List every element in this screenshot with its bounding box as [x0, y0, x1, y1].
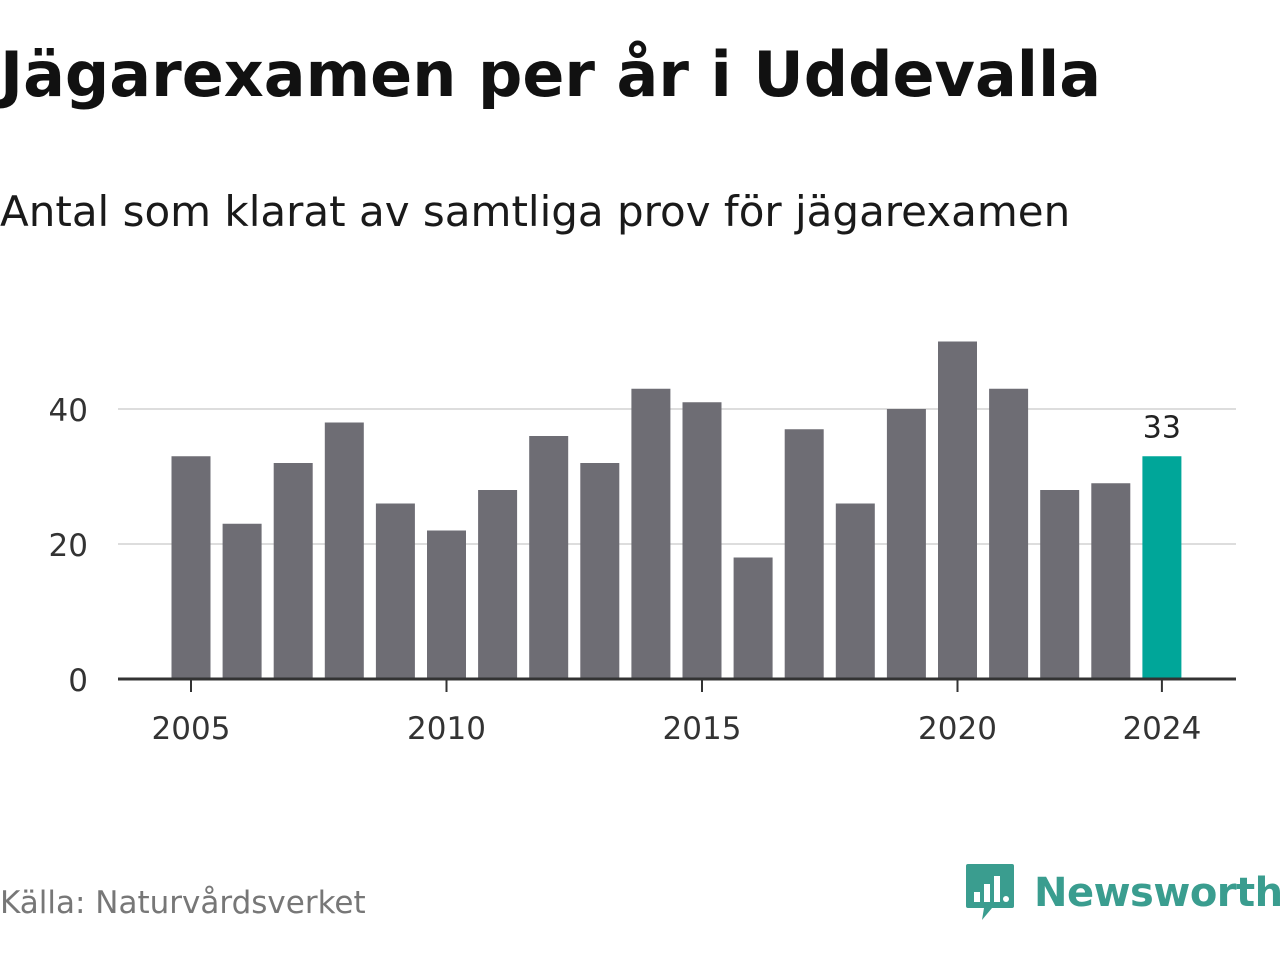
- y-tick-label: 0: [68, 663, 88, 699]
- bar-2018: [835, 503, 875, 679]
- y-tick-label: 40: [49, 393, 88, 429]
- bar-2010: [427, 530, 466, 679]
- brand-name: Newsworthy: [1034, 870, 1280, 916]
- bar-2005: [171, 456, 211, 679]
- source-note: Källa: Naturvårdsverket: [0, 885, 366, 921]
- bar-2006: [222, 523, 262, 679]
- bar-chart: 0 20 40 2005 2010 2015 2020 2024 33: [49, 341, 1236, 747]
- bar-2017: [784, 429, 824, 679]
- bar-2015: [682, 402, 722, 679]
- x-tick-label: 2015: [663, 711, 742, 747]
- chart-subtitle: Antal som klarat av samtliga prov för jä…: [0, 187, 1071, 236]
- brand-logo[interactable]: Newsworthy: [964, 862, 1280, 924]
- bar-2013: [580, 463, 620, 679]
- x-tick-label: 2024: [1122, 711, 1201, 747]
- bar-2016: [733, 557, 773, 679]
- x-tick-label: 2020: [918, 711, 997, 747]
- bar-2021: [989, 388, 1029, 679]
- bar-2008: [324, 422, 364, 679]
- data-label-2024: 33: [1143, 410, 1181, 445]
- bar-2024: [1142, 456, 1182, 679]
- bar-2014: [631, 388, 671, 679]
- bar-2020: [938, 341, 977, 679]
- bar-2012: [529, 436, 569, 679]
- bar-2019: [886, 409, 926, 679]
- x-tick-label: 2005: [152, 711, 231, 747]
- bar-2007: [273, 463, 313, 679]
- bar-2011: [478, 490, 518, 679]
- bar-2022: [1040, 490, 1080, 679]
- bar-2023: [1091, 483, 1131, 679]
- y-tick-label: 20: [49, 528, 88, 564]
- newsworthy-logo-icon: [966, 864, 1014, 920]
- chart-title: Jägarexamen per år i Uddevalla: [0, 38, 1102, 111]
- x-tick-label: 2010: [407, 711, 486, 747]
- bar-2009: [375, 503, 415, 679]
